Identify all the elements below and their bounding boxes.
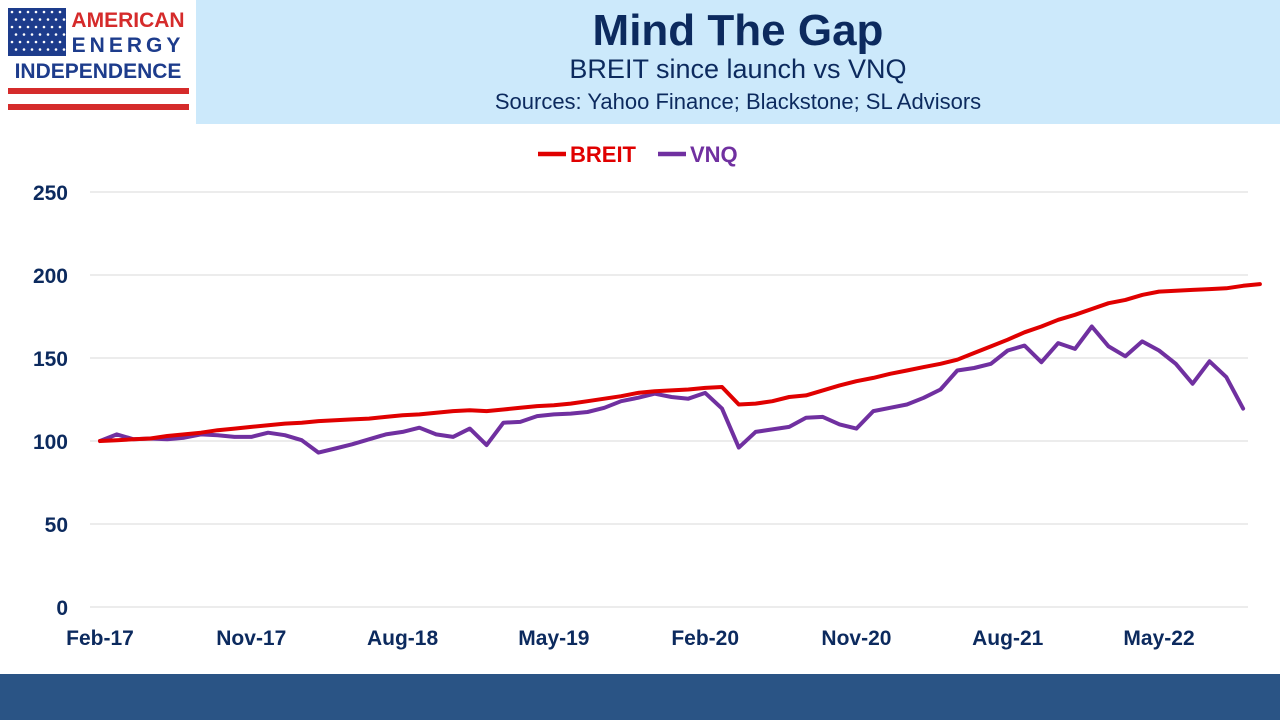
y-tick-label: 50 <box>45 514 68 537</box>
x-tick-label: May-22 <box>1123 627 1194 650</box>
x-tick-label: Feb-20 <box>671 627 739 650</box>
y-tick-label: 0 <box>56 597 68 620</box>
grid-lines <box>90 191 1248 608</box>
x-tick-label: Nov-20 <box>821 627 891 650</box>
page-title: Mind The Gap <box>592 6 884 55</box>
x-tick-label: May-19 <box>518 627 589 650</box>
logo-star <box>14 33 18 36</box>
company-logo: AMERICAN ENERGY INDEPENDENCE <box>0 0 196 124</box>
logo-star <box>38 33 42 36</box>
logo-star <box>14 18 18 21</box>
series-line-vnq <box>98 324 1246 455</box>
logo-flag-canton <box>8 8 66 56</box>
line-chart: 0 50 100 150 200 250 Feb-17 Nov-17 Aug-18 May-19… <box>33 142 1262 650</box>
logo-star <box>14 48 18 51</box>
logo-flag-stars <box>10 10 66 51</box>
logo-star <box>10 25 14 29</box>
logo-star <box>22 48 26 51</box>
sources-note: Sources: Yahoo Finance; Blackstone; SL A… <box>494 89 982 114</box>
y-axis-ticks: 0 50 100 150 200 250 <box>33 182 68 620</box>
logo-star <box>38 48 42 51</box>
logo-star <box>42 40 46 44</box>
series-line-breit <box>98 282 1262 443</box>
y-tick-label: 150 <box>33 348 68 371</box>
legend-label-vnq: VNQ <box>690 142 738 167</box>
logo-text-line3: INDEPENDENCE <box>15 60 182 83</box>
logo-star <box>38 18 42 21</box>
footer-bar <box>0 674 1280 720</box>
logo-stripe <box>8 88 189 94</box>
logo-star <box>10 10 14 14</box>
logo-star <box>50 25 54 29</box>
logo-star <box>18 25 22 29</box>
logo-star <box>26 10 30 14</box>
logo-star <box>34 10 38 14</box>
logo-star <box>10 40 14 44</box>
logo-star <box>54 33 58 36</box>
logo-star <box>30 18 34 21</box>
x-axis-ticks: Feb-17 Nov-17 Aug-18 May-19 Feb-20 Nov-20 Aug-… <box>66 627 1194 650</box>
logo-star <box>46 33 50 36</box>
logo-star <box>22 33 26 36</box>
logo-star <box>58 10 62 14</box>
logo-star <box>50 40 54 44</box>
y-tick-label: 100 <box>33 431 68 454</box>
logo-star <box>58 40 62 44</box>
x-tick-label: Aug-18 <box>367 627 438 650</box>
logo-star <box>30 33 34 36</box>
page-subtitle: BREIT since launch vs VNQ <box>569 54 907 84</box>
logo-star <box>18 10 22 14</box>
logo-star <box>62 33 66 36</box>
logo-text-line1: AMERICAN <box>71 9 184 32</box>
logo-graphic: AMERICAN ENERGY INDEPENDENCE <box>8 8 189 110</box>
logo-star <box>54 48 58 51</box>
logo-star <box>22 18 26 21</box>
logo-stripe <box>8 104 189 110</box>
header-banner: Mind The Gap BREIT since launch vs VNQ S… <box>196 0 1280 124</box>
series-lines <box>98 282 1262 455</box>
chart-legend: BREIT VNQ <box>538 142 738 167</box>
logo-text-line2: ENERGY <box>72 34 185 57</box>
logo-star <box>18 40 22 44</box>
y-tick-label: 250 <box>33 182 68 205</box>
logo-star <box>46 18 50 21</box>
logo-star <box>26 25 30 29</box>
logo-star <box>26 40 30 44</box>
x-tick-label: Aug-21 <box>972 627 1043 650</box>
legend-label-breit: BREIT <box>570 142 637 167</box>
logo-star <box>62 48 66 51</box>
logo-star <box>54 18 58 21</box>
x-tick-label: Feb-17 <box>66 627 134 650</box>
logo-star <box>62 18 66 21</box>
logo-star <box>50 10 54 14</box>
logo-star <box>42 25 46 29</box>
logo-star <box>34 25 38 29</box>
logo-star <box>46 48 50 51</box>
logo-star <box>30 48 34 51</box>
logo-star <box>58 25 62 29</box>
x-tick-label: Nov-17 <box>216 627 286 650</box>
y-tick-label: 200 <box>33 265 68 288</box>
logo-star <box>42 10 46 14</box>
logo-star <box>34 40 38 44</box>
